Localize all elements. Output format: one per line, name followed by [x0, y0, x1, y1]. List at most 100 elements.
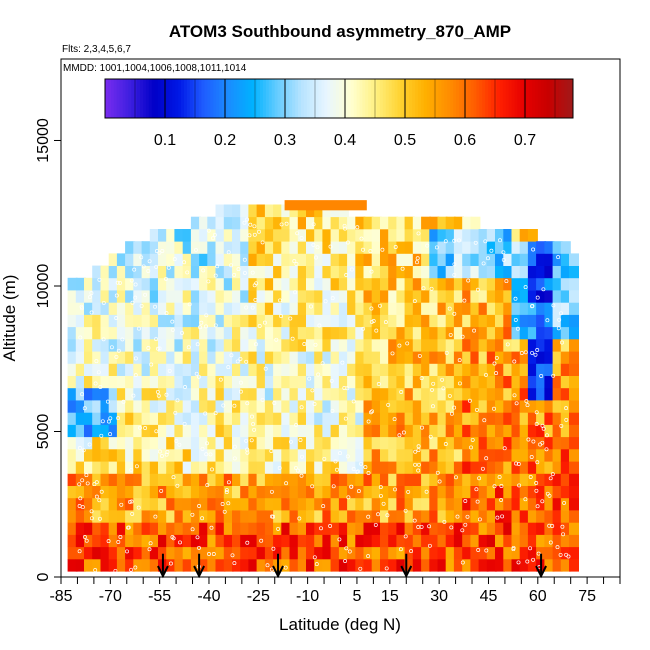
sample-point	[369, 410, 373, 415]
heatmap-cell	[421, 387, 432, 401]
heatmap-cell	[569, 497, 579, 511]
sample-point	[175, 483, 180, 488]
heatmap-cell	[347, 277, 358, 291]
sample-point	[515, 326, 520, 331]
heatmap-cell	[453, 363, 464, 376]
heatmap-cell	[215, 400, 226, 413]
sample-point	[403, 534, 408, 539]
heatmap-cell	[453, 216, 464, 230]
heatmap-cell	[133, 436, 144, 450]
sample-point	[482, 418, 487, 423]
colorbar-segment	[195, 79, 199, 118]
heatmap-cell	[100, 314, 111, 328]
heatmap-cell	[437, 351, 448, 364]
heatmap-cell	[511, 277, 522, 291]
heatmap-cell	[462, 497, 473, 511]
heatmap-cell	[314, 314, 325, 328]
sample-point	[271, 546, 276, 551]
sample-point	[177, 442, 182, 447]
heatmap-cell	[166, 351, 177, 364]
heatmap-cell	[75, 559, 86, 572]
sample-point	[260, 240, 265, 245]
heatmap-cell	[355, 265, 366, 279]
heatmap-cell	[388, 497, 399, 511]
colorbar-segment	[377, 79, 381, 118]
heatmap-cell	[207, 485, 218, 499]
heatmap-cell	[125, 546, 136, 560]
sample-point	[299, 473, 304, 478]
heatmap-cell	[527, 290, 538, 303]
heatmap-cell	[322, 351, 333, 364]
heatmap-cell	[166, 522, 177, 535]
heatmap-cell	[322, 534, 333, 548]
heatmap-cell	[363, 277, 374, 291]
heatmap-cell	[511, 412, 522, 425]
heatmap-cell	[190, 412, 201, 425]
heatmap-cell	[289, 229, 300, 242]
heatmap-cell	[141, 290, 152, 303]
heatmap-cell	[453, 559, 464, 572]
heatmap-cell	[355, 375, 366, 389]
sample-point	[133, 373, 138, 378]
heatmap-cell	[215, 375, 226, 389]
sample-point	[156, 346, 160, 351]
heatmap-cell	[503, 326, 514, 340]
colorbar-segment	[116, 79, 121, 118]
heatmap-cell	[429, 412, 440, 425]
heatmap-cell	[92, 363, 103, 376]
heatmap-cell	[248, 314, 259, 328]
heatmap-cell	[232, 461, 242, 474]
heatmap-cell	[519, 497, 530, 511]
sample-point	[125, 549, 129, 554]
heatmap-cell	[527, 400, 538, 413]
heatmap-cell	[560, 485, 571, 499]
heatmap-cell	[133, 253, 144, 266]
colorbar-segment	[514, 79, 518, 118]
heatmap-cell	[256, 387, 267, 401]
heatmap-cell	[248, 363, 259, 376]
heatmap-cell	[125, 510, 136, 523]
colorbar-segment	[415, 79, 419, 118]
colorbar-segment	[213, 79, 217, 118]
heatmap-cell	[182, 241, 193, 254]
heatmap-cell	[371, 424, 382, 438]
colorbar-segment	[172, 79, 176, 118]
colorbar-segment	[265, 79, 270, 118]
heatmap-cell	[478, 436, 489, 450]
heatmap-cell	[363, 534, 374, 548]
heatmap-cell	[322, 400, 333, 413]
colorbar-segment	[274, 79, 278, 118]
heatmap-cell	[437, 424, 448, 438]
sample-point	[452, 405, 457, 410]
sample-point	[416, 448, 421, 453]
heatmap-cell	[306, 253, 316, 266]
sample-point	[238, 380, 243, 385]
heatmap-cell	[519, 559, 530, 572]
heatmap-cell	[470, 400, 481, 413]
heatmap-cell	[388, 546, 399, 560]
sample-point	[208, 452, 213, 457]
heatmap-cell	[125, 485, 136, 499]
heatmap-cell	[519, 375, 530, 389]
heatmap-cell	[437, 436, 448, 450]
heatmap-cell	[330, 277, 341, 291]
heatmap-cell	[199, 326, 210, 340]
heatmap-cell	[190, 375, 201, 389]
heatmap-cell	[67, 461, 78, 474]
heatmap-cell	[437, 302, 448, 315]
heatmap-cell	[92, 326, 103, 340]
heatmap-cell	[511, 436, 522, 450]
heatmap-cell	[363, 290, 374, 303]
colorbar-segment	[406, 79, 410, 118]
heatmap-cell	[437, 253, 448, 266]
heatmap-cell	[297, 241, 308, 254]
heatmap-cell	[470, 497, 481, 511]
heatmap-cell	[207, 387, 218, 401]
sample-point	[466, 278, 471, 283]
heatmap-cell	[371, 253, 382, 266]
sample-point	[146, 346, 151, 350]
heatmap-cell	[108, 497, 119, 511]
heatmap-cell	[297, 375, 308, 389]
heatmap-cell	[560, 473, 571, 486]
sample-point	[463, 499, 468, 503]
